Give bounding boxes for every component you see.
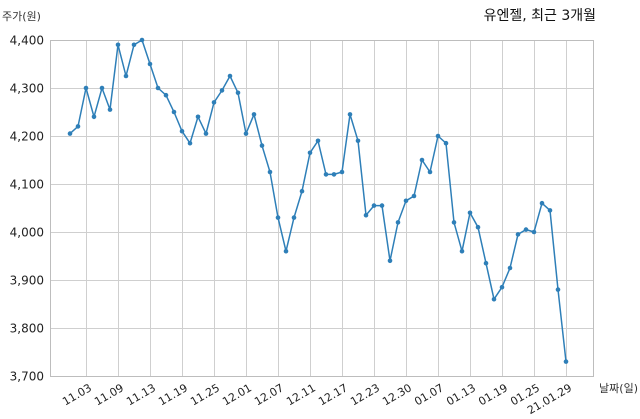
data-point — [411, 193, 417, 199]
grid-layer — [50, 40, 594, 377]
data-point — [563, 359, 569, 364]
plot-frame — [50, 40, 594, 377]
x-tick-label: 12.30 — [380, 381, 414, 408]
data-point — [123, 73, 129, 79]
data-point — [107, 107, 113, 112]
data-point — [291, 215, 297, 220]
data-point — [507, 265, 513, 271]
data-point — [355, 138, 361, 144]
data-point — [387, 258, 393, 264]
y-axis-label: 주가(원) — [2, 10, 41, 23]
data-point — [115, 42, 121, 48]
y-tick-label: 4,200 — [10, 130, 44, 144]
x-tick-label: 12.23 — [348, 381, 382, 408]
data-point — [555, 287, 561, 292]
y-tick-label: 4,400 — [10, 34, 44, 48]
x-tick-label: 11.09 — [92, 381, 126, 408]
data-point — [315, 138, 321, 144]
x-axis-ticks: 11.0311.0911.1311.1911.2512.0112.0712.11… — [60, 381, 574, 417]
data-point — [219, 88, 225, 93]
data-point — [67, 131, 73, 136]
data-point — [363, 212, 369, 218]
y-tick-label: 3,800 — [10, 322, 44, 336]
data-point — [547, 208, 553, 213]
data-point — [131, 42, 137, 48]
data-point — [339, 169, 345, 175]
data-point — [467, 210, 473, 216]
data-point — [275, 215, 281, 220]
x-tick-label: 01.19 — [476, 381, 510, 408]
data-point — [203, 131, 209, 136]
data-point — [459, 248, 465, 254]
chart-title: 유엔젤, 최근 3개월 — [484, 8, 596, 24]
data-point — [443, 140, 449, 146]
x-tick-label: 11.25 — [188, 381, 222, 408]
x-tick-label: 12.11 — [284, 381, 318, 408]
data-point — [515, 232, 521, 237]
data-point — [379, 203, 385, 208]
data-point — [163, 92, 169, 98]
data-point — [539, 200, 545, 206]
data-point — [371, 203, 377, 208]
data-point — [259, 143, 265, 148]
data-point — [427, 169, 433, 175]
y-tick-label: 4,000 — [10, 226, 44, 240]
y-tick-label: 3,700 — [10, 370, 44, 384]
x-tick-label: 01.13 — [444, 381, 478, 408]
data-point — [235, 90, 241, 96]
x-tick-label: 12.01 — [220, 381, 254, 408]
data-point — [307, 150, 313, 156]
data-point — [147, 61, 153, 67]
data-point — [155, 85, 161, 91]
y-axis-ticks: 3,700 3,800 3,900 4,000 4,100 4,200 4,300 4,400 — [10, 34, 44, 384]
data-point — [395, 220, 401, 225]
data-point — [251, 112, 257, 117]
data-point — [139, 37, 145, 43]
data-point — [499, 284, 505, 290]
data-point — [475, 224, 481, 230]
data-point — [347, 112, 353, 117]
x-tick-label: 11.03 — [60, 381, 94, 408]
data-point — [491, 296, 497, 302]
data-point — [267, 169, 273, 175]
y-tick-label: 3,900 — [10, 274, 44, 288]
data-point — [83, 85, 89, 91]
x-tick-label: 11.19 — [156, 381, 190, 408]
y-tick-label: 4,100 — [10, 178, 44, 192]
data-point — [531, 229, 537, 235]
data-point — [419, 157, 425, 163]
data-point — [523, 227, 529, 232]
data-point — [211, 100, 217, 105]
data-point — [403, 198, 409, 204]
x-tick-label: 12.17 — [316, 381, 350, 408]
data-point — [227, 73, 233, 79]
data-point — [323, 172, 329, 177]
data-point — [243, 131, 249, 136]
data-point — [283, 248, 289, 254]
data-point — [187, 140, 193, 146]
x-tick-label: 12.07 — [252, 381, 286, 408]
x-tick-label: 01.07 — [412, 381, 446, 408]
data-point — [91, 114, 97, 120]
data-point — [331, 172, 337, 177]
data-point — [179, 128, 185, 134]
data-point — [195, 114, 201, 120]
data-point — [99, 85, 105, 91]
data-point — [435, 133, 441, 139]
data-point — [299, 188, 305, 194]
data-point — [171, 109, 177, 115]
y-tick-label: 4,300 — [10, 82, 44, 96]
data-point — [483, 260, 489, 266]
data-point — [75, 124, 81, 129]
x-axis-label: 날짜(일) — [599, 381, 638, 395]
series-layer — [67, 37, 569, 364]
x-tick-label: 11.13 — [124, 381, 158, 408]
data-point — [451, 220, 457, 225]
